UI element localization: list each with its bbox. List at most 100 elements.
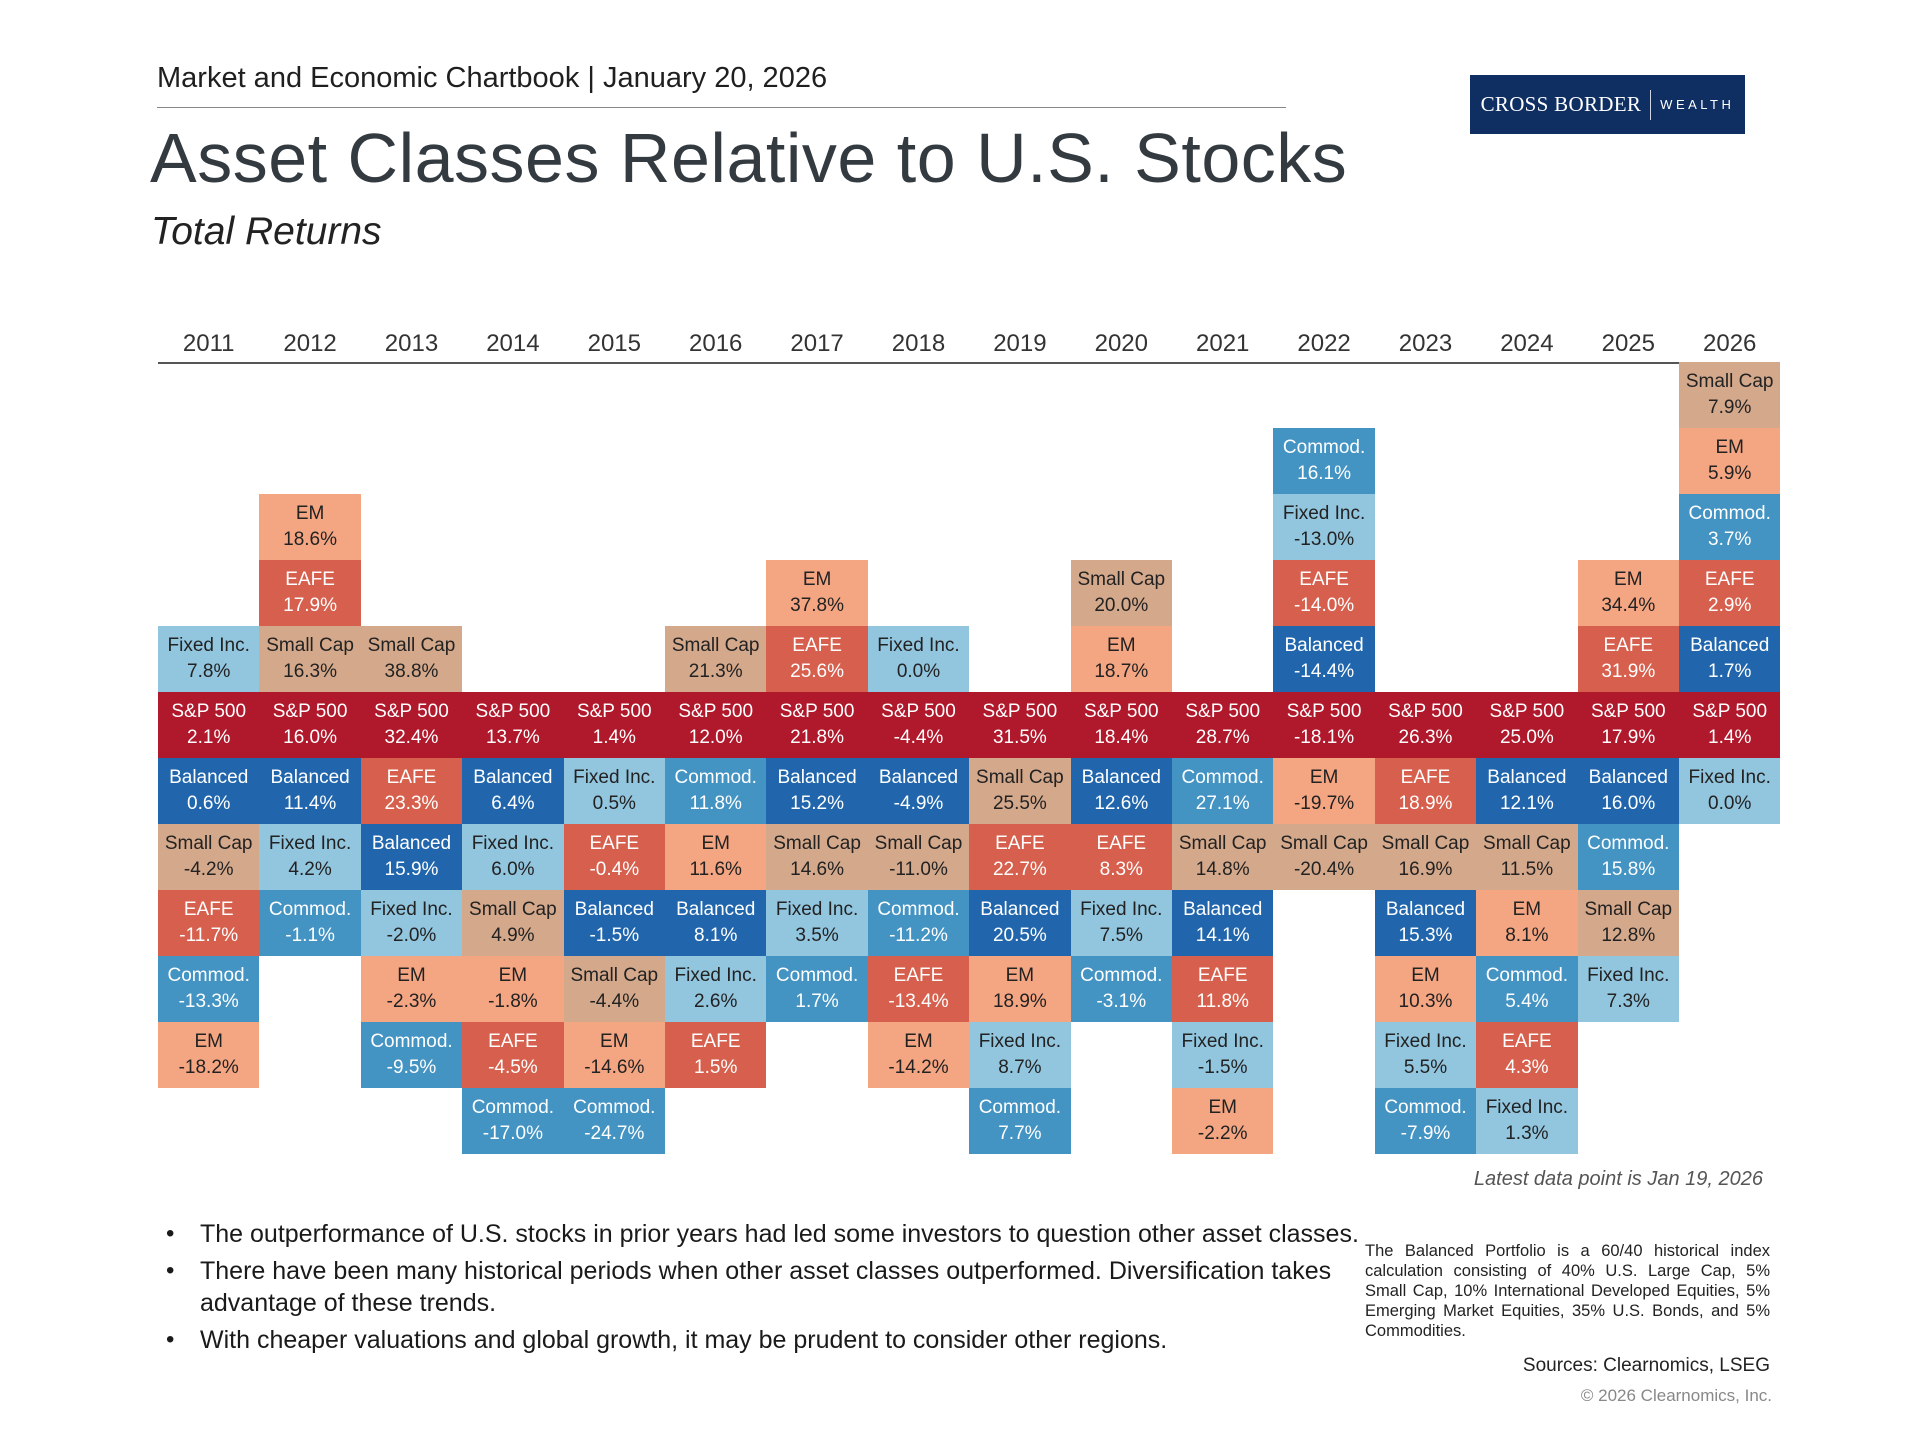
- asset-label: EAFE: [488, 1031, 538, 1052]
- return-value: 0.6%: [187, 793, 231, 814]
- asset-label: Fixed Inc.: [1688, 767, 1771, 788]
- return-cell-s-p-500: S&P 500 12.0%: [665, 692, 767, 758]
- return-cell-em: EM -18.2%: [158, 1022, 260, 1088]
- return-cell-small-cap: Small Cap 25.5%: [969, 758, 1071, 824]
- key-point: With cheaper valuations and global growt…: [160, 1324, 1360, 1356]
- return-value: 11.5%: [1500, 859, 1554, 880]
- return-cell-eafe: EAFE 25.6%: [766, 626, 868, 692]
- return-value: 12.6%: [1094, 793, 1149, 814]
- asset-label: Balanced: [980, 899, 1060, 920]
- asset-label: EM: [802, 569, 832, 590]
- asset-label: EM: [701, 833, 730, 854]
- return-cell-eafe: EAFE 1.5%: [665, 1022, 767, 1088]
- latest-data-note: Latest data point is Jan 19, 2026: [1473, 1168, 1763, 1190]
- return-value: 18.7%: [1094, 661, 1149, 682]
- return-value: -14.6%: [584, 1057, 645, 1078]
- year-label: 2012: [283, 330, 337, 357]
- return-cell-em: EM -19.7%: [1273, 758, 1375, 824]
- return-cell-s-p-500: S&P 500 -18.1%: [1273, 692, 1375, 758]
- return-value: -4.5%: [488, 1057, 538, 1078]
- cross-border-wealth-logo: CROSS BORDER WEALTH: [1470, 75, 1745, 134]
- asset-label: Balanced: [1081, 767, 1161, 788]
- asset-label: Small Cap: [1584, 899, 1673, 920]
- asset-label: S&P 500: [881, 701, 956, 722]
- return-value: 25.6%: [790, 661, 845, 682]
- return-cell-small-cap: Small Cap 12.8%: [1577, 890, 1679, 956]
- asset-label: Balanced: [1385, 899, 1466, 920]
- return-value: 22.7%: [992, 859, 1047, 880]
- year-label: 2022: [1297, 330, 1351, 357]
- asset-label: Fixed Inc.: [268, 833, 352, 854]
- return-cell-em: EM -14.2%: [867, 1022, 970, 1088]
- return-cell-commod: Commod. 7.7%: [969, 1088, 1071, 1154]
- return-cell-fixed-inc: Fixed Inc. 0.0%: [867, 626, 970, 692]
- return-cell-commod: Commod. 27.1%: [1172, 758, 1274, 824]
- return-value: 14.1%: [1195, 925, 1250, 946]
- return-cell-fixed-inc: Fixed Inc. -13.0%: [1273, 494, 1375, 560]
- asset-label: Fixed Inc.: [1181, 1031, 1264, 1052]
- asset-label: Commod.: [370, 1031, 453, 1052]
- return-value: 1.3%: [1505, 1123, 1549, 1144]
- return-cell-fixed-inc: Fixed Inc. 4.2%: [259, 824, 361, 890]
- asset-label: Balanced: [1487, 767, 1567, 788]
- return-value: -24.7%: [584, 1123, 645, 1144]
- return-cell-small-cap: Small Cap 11.5%: [1476, 824, 1578, 890]
- asset-label: S&P 500: [982, 701, 1058, 722]
- return-cell-eafe: EAFE 8.3%: [1070, 824, 1172, 890]
- return-value: 25.5%: [992, 793, 1047, 814]
- asset-label: EM: [1208, 1097, 1237, 1118]
- return-value: 27.1%: [1195, 793, 1250, 814]
- return-cell-small-cap: Small Cap 38.8%: [360, 626, 463, 692]
- return-cell-fixed-inc: Fixed Inc. 7.8%: [158, 626, 260, 692]
- return-value: 28.7%: [1195, 727, 1250, 748]
- return-value: 15.9%: [384, 859, 439, 880]
- return-cell-s-p-500: S&P 500 1.4%: [563, 692, 665, 758]
- return-cell-commod: Commod. -1.1%: [259, 890, 361, 956]
- return-value: 2.1%: [187, 727, 231, 748]
- return-value: 7.8%: [187, 661, 231, 682]
- year-axis-rule: [158, 362, 1780, 364]
- asset-label: S&P 500: [1388, 701, 1463, 722]
- return-value: -1.1%: [285, 925, 335, 946]
- return-value: 18.9%: [1398, 793, 1453, 814]
- year-label: 2018: [891, 330, 946, 357]
- return-cell-em: EM 18.6%: [259, 494, 361, 560]
- asset-label: Small Cap: [773, 833, 861, 854]
- asset-label: S&P 500: [272, 701, 348, 722]
- return-cell-fixed-inc: Fixed Inc. 0.5%: [563, 758, 665, 824]
- asset-label: S&P 500: [475, 701, 551, 722]
- return-value: 11.6%: [689, 859, 742, 880]
- return-cell-commod: Commod. 11.8%: [665, 758, 767, 824]
- return-cell-commod: Commod. -13.3%: [158, 956, 260, 1022]
- return-value: 4.3%: [1505, 1057, 1549, 1078]
- return-value: -1.5%: [589, 925, 640, 946]
- return-value: 12.0%: [688, 727, 743, 748]
- return-cell-fixed-inc: Fixed Inc. -2.0%: [360, 890, 463, 956]
- asset-label: Commod.: [1587, 833, 1670, 854]
- logo-secondary-text: WEALTH: [1660, 97, 1735, 112]
- asset-label: Small Cap: [671, 635, 760, 656]
- asset-label: Balanced: [473, 767, 553, 788]
- return-value: -4.2%: [183, 859, 234, 880]
- asset-label: Fixed Inc.: [471, 833, 555, 854]
- asset-label: Fixed Inc.: [775, 899, 859, 920]
- return-value: -14.4%: [1293, 661, 1355, 682]
- asset-label: Fixed Inc.: [877, 635, 960, 656]
- return-cell-fixed-inc: Fixed Inc. 8.7%: [969, 1022, 1071, 1088]
- year-label: 2016: [689, 330, 743, 357]
- return-cell-commod: Commod. 1.7%: [766, 956, 868, 1022]
- return-value: 11.8%: [1196, 991, 1249, 1012]
- asset-label: Commod.: [573, 1097, 656, 1118]
- logo-divider: [1650, 89, 1652, 120]
- return-value: -11.7%: [179, 925, 239, 946]
- asset-label: Small Cap: [976, 767, 1064, 788]
- return-value: 1.4%: [592, 727, 636, 748]
- return-value: 5.5%: [1403, 1057, 1448, 1078]
- return-cell-small-cap: Small Cap 4.9%: [462, 890, 564, 956]
- return-cell-commod: Commod. -17.0%: [462, 1088, 564, 1154]
- return-cell-fixed-inc: Fixed Inc. 7.3%: [1577, 956, 1679, 1022]
- return-cell-s-p-500: S&P 500 32.4%: [360, 692, 463, 758]
- asset-label: EM: [397, 965, 426, 986]
- asset-label: Balanced: [1690, 635, 1770, 656]
- return-value: 15.8%: [1601, 859, 1656, 880]
